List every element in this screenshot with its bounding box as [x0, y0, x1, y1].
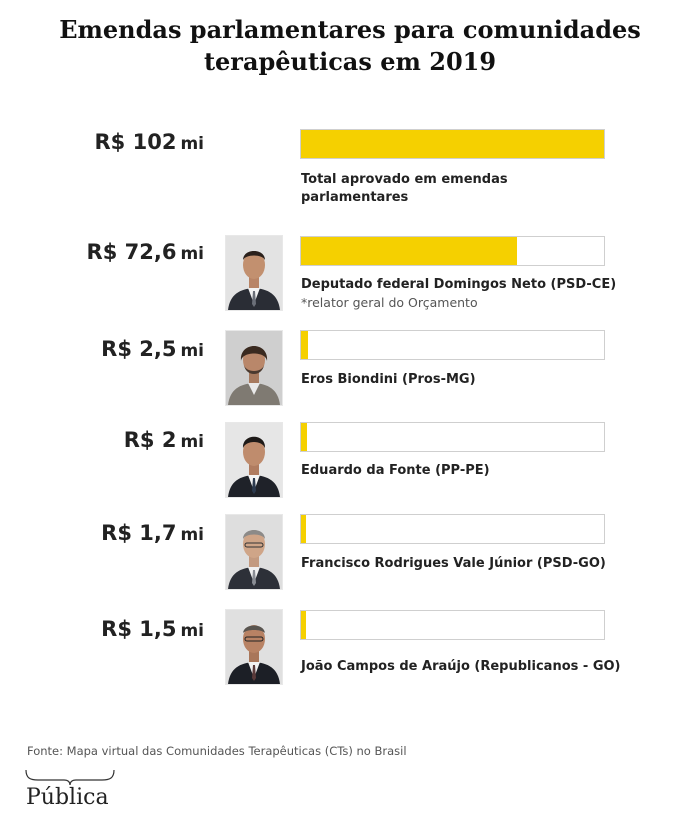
bar-track [300, 514, 605, 544]
amount-label: R$ 102 mi [94, 130, 204, 154]
source-note: Fonte: Mapa virtual das Comunidades Tera… [27, 744, 407, 758]
bar-category-label: Eros Biondini (Pros-MG) [301, 372, 476, 387]
publica-logo: Pública [26, 785, 109, 810]
amount-label: R$ 2 mi [123, 428, 204, 452]
portrait-photo [225, 609, 283, 685]
bar-category-label: Francisco Rodrigues Vale Júnior (PSD-GO) [301, 556, 606, 571]
amount-label: R$ 2,5 mi [101, 337, 204, 361]
bar-track [300, 422, 605, 452]
bar-category-label: Total aprovado em emendas parlamentares [301, 172, 508, 205]
bar [301, 515, 306, 543]
bar-note: *relator geral do Orçamento [301, 295, 478, 310]
bar-category-label: João Campos de Araújo (Republicanos - GO… [301, 659, 621, 674]
bar-track [300, 610, 605, 640]
chart-title: Emendas parlamentares para comunidades t… [0, 14, 700, 78]
logo-brace-icon [25, 769, 115, 786]
portrait-photo [225, 330, 283, 406]
portrait-photo [225, 514, 283, 590]
amount-label: R$ 1,5 mi [101, 617, 204, 641]
bar-track [300, 236, 605, 266]
chart-title-line2: terapêuticas em 2019 [203, 47, 497, 76]
portrait-photo [225, 422, 283, 498]
bar-track [300, 129, 605, 159]
bar [301, 611, 306, 639]
amount-label: R$ 1,7 mi [101, 521, 204, 545]
bar [301, 423, 307, 451]
bar [301, 130, 604, 158]
bar [301, 331, 308, 359]
amount-label: R$ 72,6 mi [86, 240, 204, 264]
bar-track [300, 330, 605, 360]
bar-category-label: Eduardo da Fonte (PP-PE) [301, 463, 490, 478]
bar [301, 237, 517, 265]
portrait-photo [225, 235, 283, 311]
bar-category-label: Deputado federal Domingos Neto (PSD-CE) [301, 277, 617, 292]
chart-title-line1: Emendas parlamentares para comunidades [59, 15, 641, 44]
